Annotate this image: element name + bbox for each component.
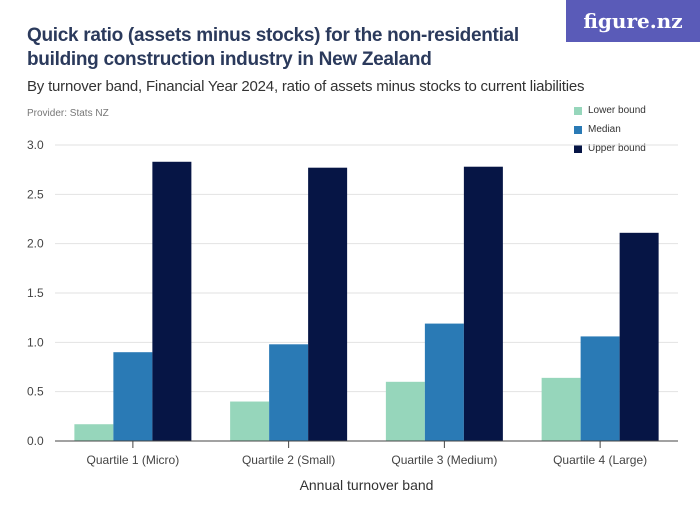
bar-median (424, 323, 464, 441)
legend-label: Lower bound (588, 105, 646, 116)
bar-median (113, 352, 153, 441)
legend-swatch (574, 106, 582, 115)
legend-item-lower: Lower bound (574, 101, 646, 120)
figure-nz-logo[interactable]: figure.nz (566, 0, 700, 42)
y-tick-label: 2.0 (27, 237, 44, 251)
chart-title: Quick ratio (assets minus stocks) for th… (27, 25, 519, 70)
bar-lower-bound (230, 401, 270, 441)
bar-median (269, 344, 309, 441)
x-tick-label: Quartile 3 (Medium) (391, 453, 497, 467)
y-tick-label: 2.5 (27, 187, 44, 201)
provider-label: Provider: Stats NZ (27, 108, 109, 119)
bar-lower-bound (74, 424, 114, 441)
chart-subtitle: By turnover band, Financial Year 2024, r… (27, 78, 585, 95)
legend-label: Median (588, 124, 621, 135)
legend-swatch (574, 144, 582, 153)
bar-upper-bound (463, 166, 503, 441)
y-tick-label: 3.0 (27, 138, 44, 152)
bar-lower-bound (541, 377, 581, 441)
y-tick-label: 1.0 (27, 335, 44, 349)
x-tick-label: Quartile 1 (Micro) (87, 453, 180, 467)
legend-item-median: Median (574, 120, 646, 139)
bar-median (580, 336, 620, 441)
bar-upper-bound (308, 167, 348, 441)
bar-upper-bound (619, 232, 659, 441)
bar-upper-bound (152, 161, 192, 442)
x-tick-label: Quartile 4 (Large) (553, 453, 647, 467)
legend: Lower bound Median Upper bound (574, 101, 646, 158)
y-tick-label: 0.5 (27, 385, 44, 399)
legend-item-upper: Upper bound (574, 139, 646, 158)
legend-label: Upper bound (588, 143, 646, 154)
legend-swatch (574, 125, 582, 134)
x-tick-label: Quartile 2 (Small) (242, 453, 335, 467)
bar-lower-bound (385, 381, 425, 441)
x-axis-title: Annual turnover band (300, 477, 434, 493)
y-tick-label: 1.5 (27, 286, 44, 300)
y-tick-label: 0.0 (27, 434, 44, 448)
